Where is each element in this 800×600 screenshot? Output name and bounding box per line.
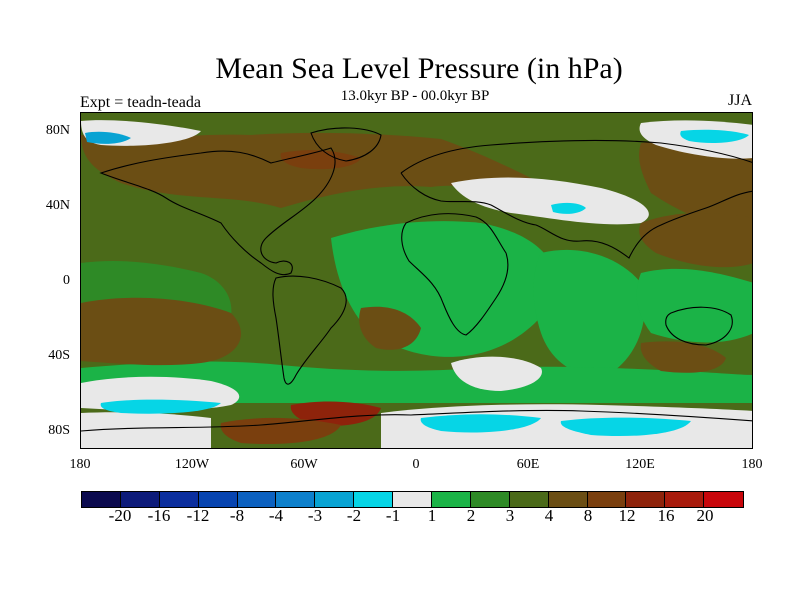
region-cyan-antarctic-east [560,417,691,437]
region-darkbrown-antarctic [220,417,341,445]
colorbar-box [432,492,471,507]
colorbar-label: -1 [385,506,401,525]
lon-tick-180e: 180 [741,457,763,472]
lat-tick-80n: 80N [45,123,70,138]
lon-tick-180w: 180 [69,457,91,472]
colorbar-label: -12 [186,506,210,525]
colorbar-box [548,492,588,507]
colorbar-box [665,492,705,507]
region-cyan-west-antarctic [100,399,221,414]
colorbar-box [237,492,277,507]
colorbar-box [159,492,199,507]
region-cyan-asia [551,202,586,214]
lon-tick-120w: 120W [174,457,210,472]
lat-tick-0: 0 [63,273,70,288]
colorbar-box [704,492,744,507]
colorbar-label: -8 [229,506,245,525]
colorbar-box [120,492,160,507]
colorbar [81,491,745,508]
colorbar-label: 16 [657,506,675,525]
colorbar-box [393,492,433,507]
chart-title: Mean Sea Level Pressure (in hPa) [215,52,623,85]
colorbar-label: 4 [544,506,554,525]
region-south-pacific-brown [81,297,241,366]
colorbar-label: -4 [268,506,284,525]
colorbar-box [509,492,549,507]
region-north-brown [81,132,541,208]
colorbar-label: -20 [108,506,132,525]
lat-tick-40s: 40S [48,348,70,363]
coastlines [81,127,752,432]
colorbar-label: 20 [696,506,714,525]
region-cyan-antarctic [420,414,541,433]
lon-tick-0: 0 [412,457,420,472]
pressure-map [80,112,753,449]
region-eastern-green [636,268,752,343]
colorbar-label: -16 [147,506,171,525]
region-southern-green [81,361,752,403]
lat-tick-40n: 40N [45,198,70,213]
coastline-australia [665,306,733,346]
region-darkbrown-north [280,150,361,170]
region-south-indian-brown [640,341,726,373]
region-pacific-brown [639,213,752,268]
colorbar-box [315,492,355,507]
colorbar-box [276,492,316,507]
season-label: JJA [727,92,752,109]
region-south-indian-white [451,356,542,391]
region-eurasia-white [451,177,649,225]
colorbar-label: 1 [427,506,437,525]
region-cyan-arctic [680,129,749,143]
region-cyan-arctic-west [85,131,131,144]
colorbar-box [626,492,666,507]
lon-tick-120e: 120E [625,457,655,472]
coastline-north-america [99,147,336,276]
coastline-south-america [272,275,347,385]
colorbar-box [470,492,510,507]
colorbar-label: 2 [466,506,476,525]
region-antarctic-white-west [81,412,211,448]
lon-tick-60e: 60E [516,457,540,472]
coastline-greenland [310,127,382,162]
colorbar-box [198,492,238,507]
lon-tick-60w: 60W [290,457,318,472]
colorbar-box [587,492,627,507]
colorbar-label: 3 [505,506,515,525]
region-south-atlantic-brown [359,306,421,350]
colorbar-label: 8 [583,506,593,525]
chart-subtitle: 13.0kyr BP - 00.0kyr BP [340,88,490,104]
lat-tick-80s: 80S [48,423,70,438]
colorbar-box [354,492,394,507]
coastline-africa [401,213,509,336]
coastline-eurasia [400,139,752,259]
map-canvas [81,113,752,448]
colorbar-label: -3 [307,506,323,525]
region-asia-brown [639,141,752,226]
colorbar-label: -2 [346,506,362,525]
colorbar-label: 12 [618,506,636,525]
region-indian-green [533,249,645,376]
colorbar-box [82,492,121,507]
experiment-label: Expt = teadn-teada [80,94,201,111]
coastline-antarctica [81,409,752,432]
